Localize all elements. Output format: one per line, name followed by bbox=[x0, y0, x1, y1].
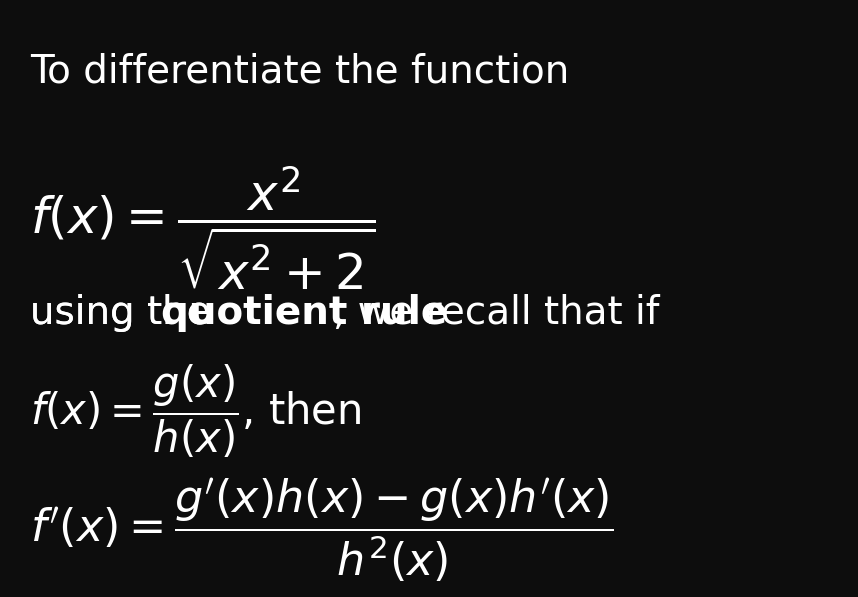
Text: using the: using the bbox=[30, 294, 223, 331]
Text: To differentiate the function: To differentiate the function bbox=[30, 53, 569, 90]
Text: , we recall that if: , we recall that if bbox=[333, 294, 659, 331]
Text: quotient rule: quotient rule bbox=[161, 294, 448, 331]
Text: $f(x) = \dfrac{g(x)}{h(x)}$, then: $f(x) = \dfrac{g(x)}{h(x)}$, then bbox=[30, 364, 361, 460]
Text: $f(x) = \dfrac{x^2}{\sqrt{x^2+2}}$: $f(x) = \dfrac{x^2}{\sqrt{x^2+2}}$ bbox=[30, 165, 375, 293]
Text: using the: using the bbox=[30, 294, 223, 331]
Text: $f'(x) = \dfrac{g'(x)h(x)-g(x)h'(x)}{h^2(x)}$: $f'(x) = \dfrac{g'(x)h(x)-g(x)h'(x)}{h^2… bbox=[30, 476, 613, 584]
